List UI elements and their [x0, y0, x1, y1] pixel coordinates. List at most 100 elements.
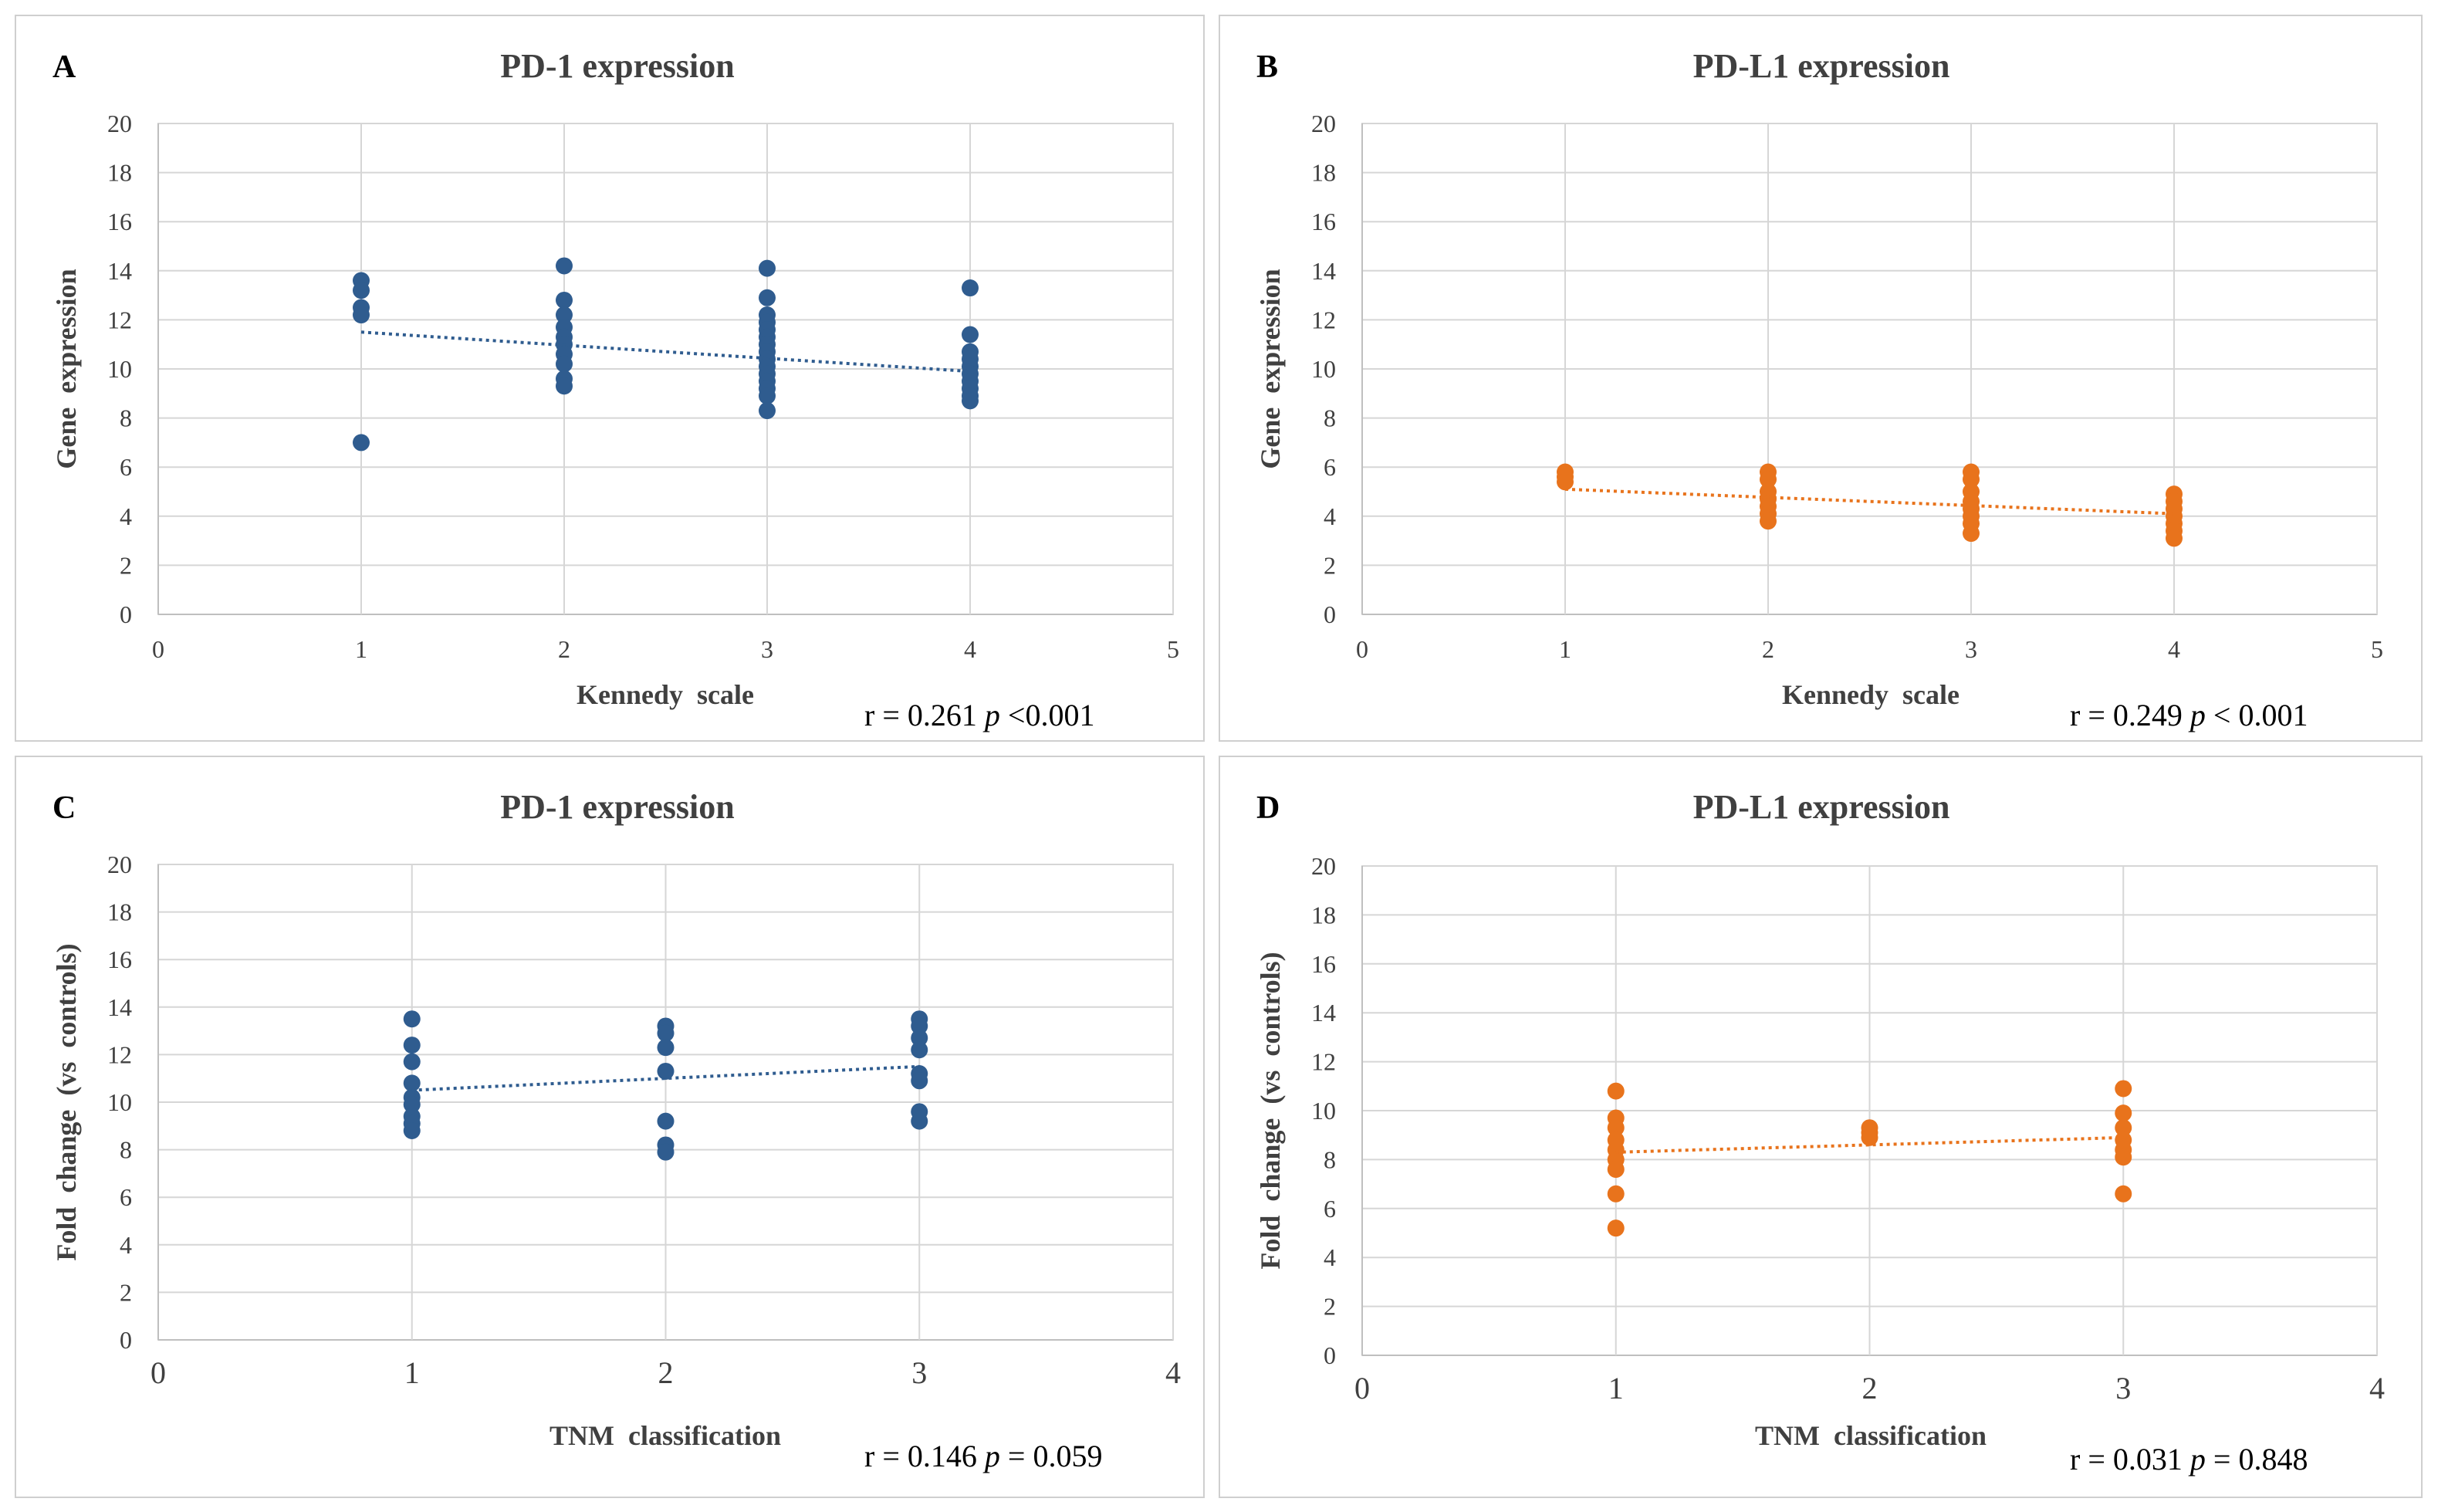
y-tick-label: 4: [120, 502, 132, 530]
data-point: [556, 306, 573, 324]
data-point: [911, 1029, 928, 1047]
chart-title: PD-L1 expression: [1693, 788, 1950, 826]
data-point: [556, 355, 573, 373]
stat-p-symbol: p: [982, 698, 1000, 732]
chart-title: PD-1 expression: [500, 788, 735, 826]
data-point: [403, 1053, 421, 1071]
data-point: [403, 1121, 421, 1139]
y-tick-label: 14: [107, 257, 132, 285]
x-tick-label: 0: [1354, 1371, 1370, 1405]
data-point: [911, 1072, 928, 1090]
data-point: [759, 259, 776, 277]
y-tick-label: 8: [120, 404, 132, 432]
x-tick-label: 3: [911, 1355, 927, 1390]
data-point: [657, 1039, 675, 1057]
data-point: [759, 289, 776, 306]
x-tick-label: 0: [150, 1355, 166, 1390]
data-point: [556, 291, 573, 309]
y-axis-label: Fold change (vs controls): [1255, 952, 1286, 1269]
y-tick-label: 8: [1324, 404, 1336, 432]
y-tick-label: 0: [1324, 600, 1336, 628]
y-axis-label: Gene expression: [51, 269, 82, 468]
data-point: [403, 1010, 421, 1028]
trendline: [411, 1064, 920, 1092]
stat-p-symbol: p: [2188, 1442, 2206, 1476]
data-point: [1963, 525, 1980, 543]
data-point: [403, 1074, 421, 1092]
x-tick-label: 4: [964, 635, 976, 663]
stat-r: r = 0.249: [2070, 698, 2190, 732]
y-tick-label: 12: [1311, 1048, 1336, 1076]
chart-title: PD-1 expression: [500, 47, 735, 85]
data-point: [353, 282, 370, 299]
panel-border: [1219, 15, 2423, 742]
data-point: [2115, 1119, 2132, 1137]
stat-p-value: = 0.059: [1000, 1439, 1103, 1473]
x-axis-label: TNM classification: [549, 1420, 781, 1451]
data-point: [1607, 1161, 1625, 1179]
data-point: [1607, 1185, 1625, 1202]
x-tick-label: 5: [2371, 635, 2383, 663]
x-tick-label: 3: [2115, 1371, 2131, 1405]
stat-r: r = 0.031: [2070, 1442, 2190, 1476]
y-tick-label: 16: [107, 945, 132, 973]
x-tick-label: 3: [761, 635, 773, 663]
trendline: [1564, 487, 2175, 516]
panel-letter: B: [1256, 49, 1278, 85]
y-tick-label: 2: [1324, 1293, 1336, 1321]
x-tick-label: 4: [2168, 635, 2180, 663]
data-point: [2166, 529, 2183, 547]
y-tick-label: 6: [120, 1183, 132, 1211]
y-tick-label: 4: [120, 1231, 132, 1259]
data-point: [657, 1112, 675, 1130]
stat-p-value: = 0.848: [2206, 1442, 2308, 1476]
y-axis-label: Gene expression: [1255, 269, 1286, 468]
x-axis-label: Kennedy scale: [577, 679, 754, 710]
stat-p-symbol: p: [982, 1439, 1000, 1473]
y-tick-label: 4: [1324, 1243, 1336, 1271]
x-tick-label: 1: [355, 635, 367, 663]
data-point: [657, 1143, 675, 1161]
data-point: [1861, 1128, 1878, 1146]
panel-border: [15, 756, 1205, 1498]
panel-letter: C: [52, 790, 76, 826]
data-point: [657, 1062, 675, 1080]
y-tick-label: 0: [1324, 1341, 1336, 1369]
data-point: [911, 1017, 928, 1035]
data-point: [2115, 1148, 2132, 1166]
data-point: [759, 402, 776, 420]
data-point: [911, 1112, 928, 1130]
data-point: [657, 1024, 675, 1042]
chart-title: PD-L1 expression: [1693, 47, 1950, 85]
data-point: [1760, 512, 1777, 530]
y-tick-label: 20: [107, 110, 132, 137]
data-point: [403, 1037, 421, 1054]
data-point: [556, 257, 573, 275]
data-point: [403, 1096, 421, 1114]
y-tick-label: 8: [1324, 1145, 1336, 1173]
data-point: [353, 434, 370, 452]
stat-annotation: r = 0.261 p <0.001: [864, 698, 1094, 732]
data-point: [962, 392, 979, 410]
y-tick-label: 14: [107, 993, 132, 1021]
x-tick-label: 0: [1356, 635, 1368, 663]
x-tick-label: 2: [1762, 635, 1774, 663]
y-tick-label: 0: [120, 600, 132, 628]
y-tick-label: 14: [1311, 999, 1336, 1027]
x-axis-label: TNM classification: [1755, 1420, 1987, 1451]
stat-p-value: <0.001: [1000, 698, 1095, 732]
y-tick-label: 2: [1324, 551, 1336, 579]
x-tick-label: 0: [152, 635, 164, 663]
x-tick-label: 4: [2369, 1371, 2385, 1405]
y-tick-label: 12: [1311, 306, 1336, 333]
stat-r: r = 0.261: [864, 698, 985, 732]
y-tick-label: 16: [1311, 208, 1336, 235]
y-tick-label: 4: [1324, 502, 1336, 530]
data-point: [1760, 471, 1777, 489]
y-tick-label: 12: [107, 1040, 132, 1068]
data-point: [556, 377, 573, 395]
data-point: [1557, 473, 1574, 491]
data-point: [759, 387, 776, 404]
